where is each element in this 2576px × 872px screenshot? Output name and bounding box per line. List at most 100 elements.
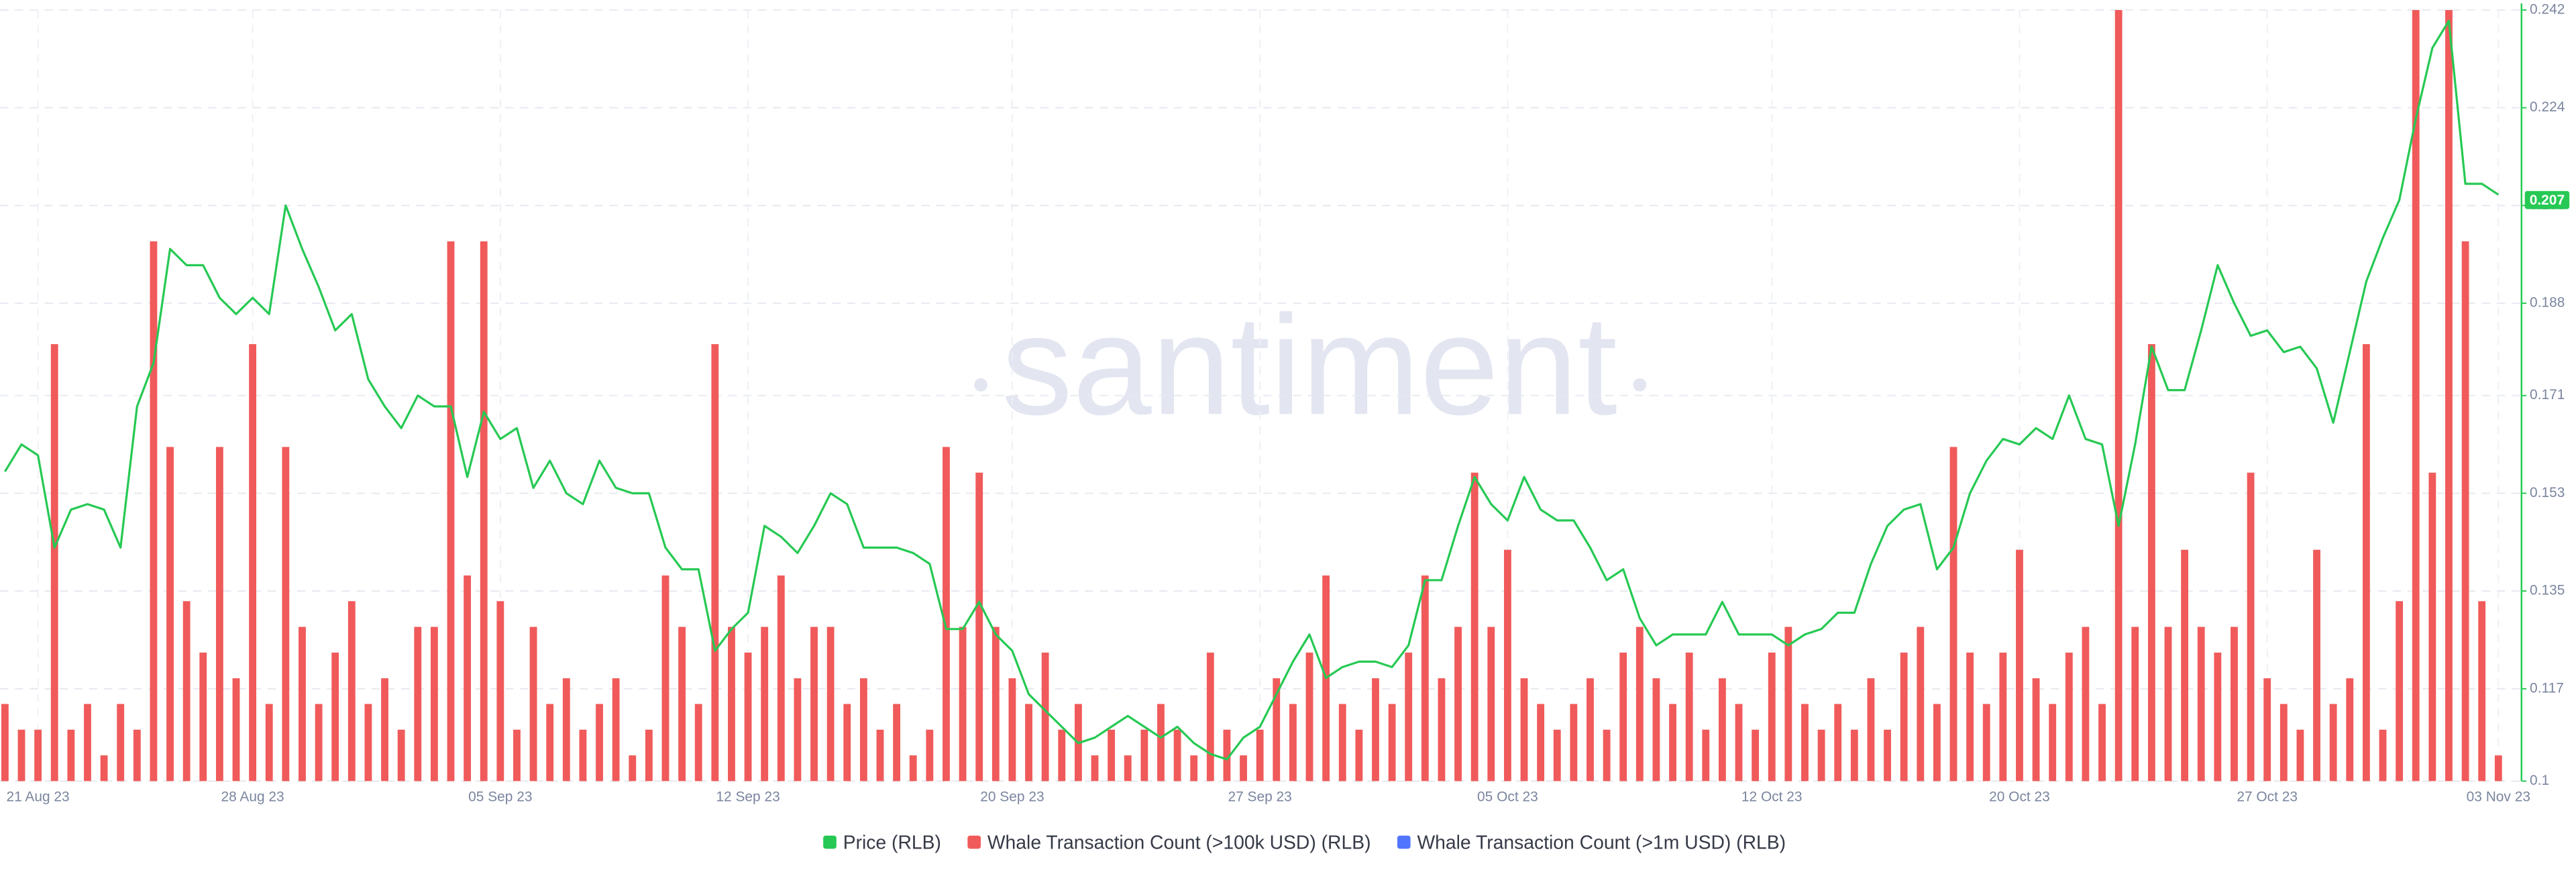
bar bbox=[2396, 601, 2404, 781]
y-tick-label: 0.153 bbox=[2530, 485, 2565, 500]
bar bbox=[1487, 626, 1495, 781]
bar bbox=[34, 729, 42, 781]
bar bbox=[2494, 755, 2502, 781]
bar bbox=[133, 729, 141, 781]
price-line bbox=[4, 19, 2500, 761]
bar bbox=[215, 447, 223, 781]
bar bbox=[2313, 549, 2320, 781]
bar bbox=[166, 447, 174, 781]
bar bbox=[1817, 729, 1825, 781]
bar bbox=[1669, 704, 1676, 781]
bar bbox=[1603, 729, 1611, 781]
bar bbox=[1240, 755, 1247, 781]
bar bbox=[1454, 626, 1462, 781]
bar bbox=[182, 601, 191, 781]
current-value-label: 0.207 bbox=[2530, 193, 2565, 208]
bar bbox=[1652, 678, 1660, 781]
bar bbox=[17, 729, 25, 781]
bar bbox=[199, 652, 207, 781]
bar bbox=[249, 344, 257, 781]
bar bbox=[150, 241, 158, 781]
bar bbox=[859, 678, 867, 781]
bar bbox=[1752, 729, 1760, 781]
legend-label: Price (RLB) bbox=[843, 831, 941, 853]
x-tick-label: 27 Sep 23 bbox=[1228, 789, 1291, 805]
bar bbox=[1355, 729, 1363, 781]
bar bbox=[2346, 678, 2354, 781]
bar bbox=[1685, 652, 1693, 781]
bar bbox=[794, 678, 802, 781]
bar bbox=[909, 755, 917, 781]
bar bbox=[1157, 704, 1165, 781]
bar bbox=[2016, 549, 2023, 781]
bar bbox=[1058, 729, 1066, 781]
bar bbox=[1305, 652, 1313, 781]
bar bbox=[1470, 472, 1479, 781]
bar bbox=[2263, 678, 2271, 781]
bar bbox=[2114, 9, 2123, 781]
bar bbox=[2032, 678, 2040, 781]
bar bbox=[1999, 652, 2007, 781]
bar bbox=[2445, 9, 2453, 781]
bar bbox=[1503, 549, 1511, 781]
bar bbox=[645, 729, 653, 781]
bar bbox=[67, 729, 75, 781]
bar bbox=[1900, 652, 1908, 781]
bar bbox=[1140, 729, 1148, 781]
y-tick-label: 0.117 bbox=[2530, 680, 2564, 696]
bar bbox=[1702, 729, 1710, 781]
bar bbox=[612, 678, 620, 781]
bar bbox=[480, 241, 488, 781]
bar bbox=[1273, 678, 1281, 781]
legend-swatch bbox=[967, 835, 981, 849]
bar bbox=[1025, 704, 1032, 781]
x-tick-label: 20 Sep 23 bbox=[980, 789, 1044, 805]
bar bbox=[810, 626, 818, 781]
bar bbox=[562, 678, 570, 781]
bar bbox=[2231, 626, 2238, 781]
bar bbox=[2329, 704, 2337, 781]
bar bbox=[2065, 652, 2073, 781]
bar bbox=[1, 704, 9, 781]
bar bbox=[2082, 626, 2090, 781]
bar bbox=[331, 652, 339, 781]
bar bbox=[496, 601, 504, 781]
bar bbox=[1949, 447, 1957, 781]
bar bbox=[2461, 241, 2469, 781]
bar bbox=[1537, 704, 1545, 781]
bar bbox=[843, 704, 851, 781]
bar bbox=[579, 729, 587, 781]
bar bbox=[678, 626, 686, 781]
bar bbox=[2379, 729, 2387, 781]
bar bbox=[381, 678, 388, 781]
bar bbox=[1553, 729, 1561, 781]
bar bbox=[694, 704, 702, 781]
bar bbox=[959, 626, 967, 781]
bar bbox=[100, 755, 108, 781]
bar bbox=[430, 626, 438, 781]
y-tick-label: 0.188 bbox=[2530, 295, 2565, 311]
bar bbox=[347, 601, 356, 781]
bar bbox=[1587, 678, 1594, 781]
bar bbox=[464, 575, 472, 781]
bar bbox=[975, 472, 983, 781]
watermark: santiment bbox=[1002, 285, 1617, 444]
bar bbox=[1091, 755, 1099, 781]
bar bbox=[2412, 9, 2420, 781]
bar bbox=[744, 652, 752, 781]
bar bbox=[2478, 601, 2486, 781]
bar bbox=[826, 626, 835, 781]
bar bbox=[1850, 729, 1858, 781]
legend-swatch bbox=[823, 835, 837, 849]
bar bbox=[1338, 704, 1346, 781]
bar bbox=[529, 626, 537, 781]
bar bbox=[661, 575, 669, 781]
bar bbox=[711, 344, 719, 781]
bar bbox=[2214, 652, 2222, 781]
current-value-badge bbox=[2524, 190, 2570, 209]
bar bbox=[2098, 704, 2106, 781]
bar bbox=[596, 704, 603, 781]
bar bbox=[893, 704, 901, 781]
x-tick-label: 12 Oct 23 bbox=[1741, 789, 1803, 805]
